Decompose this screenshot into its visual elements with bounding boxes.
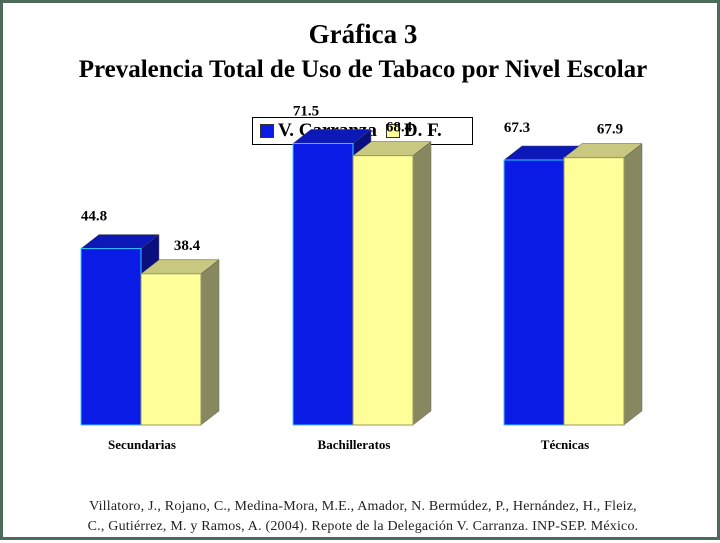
- bar-side: [412, 141, 432, 426]
- bar-front: [292, 142, 354, 426]
- bar-front: [140, 273, 202, 426]
- value-label: 67.3: [504, 120, 530, 136]
- value-label: 38.4: [174, 238, 201, 254]
- category-label: Secundarias: [108, 437, 176, 452]
- value-label: 68.4: [386, 120, 413, 136]
- bar-side: [200, 259, 220, 426]
- legend-label-df: D. F.: [403, 120, 442, 141]
- source-line-2: C., Gutiérrez, M. y Ramos, A. (2004). Re…: [87, 519, 639, 534]
- legend-swatch-df: [385, 124, 400, 138]
- legend-item-df: D. F.: [385, 120, 442, 142]
- bar-2-1: [563, 143, 643, 426]
- bar-0-1: [140, 259, 220, 426]
- value-label: 71.5: [293, 103, 319, 119]
- value-label: 67.9: [597, 122, 623, 138]
- category-label: Técnicas: [541, 437, 589, 452]
- chart-title-line2: Prevalencia Total de Uso de Tabaco por N…: [78, 56, 648, 83]
- bar-1-1: [352, 141, 432, 426]
- bar-chart: 44.8 38.4 Secundarias 71.5 68.4 Bachilleratos…: [80, 103, 643, 452]
- bar-side: [623, 143, 643, 426]
- bar-front: [563, 157, 625, 426]
- bar-front: [80, 248, 142, 426]
- bar-front: [503, 159, 565, 426]
- source-citation: Villatoro, J., Rojano, C., Medina-Mora, …: [3, 497, 720, 537]
- legend-swatch-vcarranza: [260, 124, 274, 138]
- source-line-1: Villatoro, J., Rojano, C., Medina-Mora, …: [89, 499, 637, 514]
- category-label: Bachilleratos: [318, 437, 391, 452]
- bar-front: [352, 155, 414, 426]
- value-label: 44.8: [81, 209, 107, 225]
- chart-title-line1: Gráfica 3: [308, 19, 418, 49]
